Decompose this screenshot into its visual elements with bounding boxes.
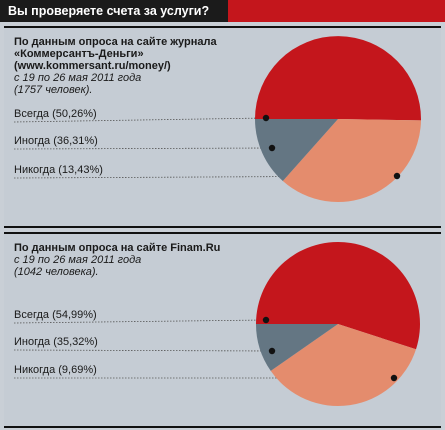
label-always: Всегда (50,26%) (14, 108, 97, 120)
title-accent-bar (228, 0, 445, 22)
slice-always (255, 36, 421, 121)
pie-chart-kommersant (13, 36, 421, 203)
leader-dot-sometimes (268, 347, 276, 355)
label-always: Всегда (54,99%) (14, 309, 97, 321)
label-sometimes: Иногда (35,32%) (14, 336, 98, 348)
leader-line-always (13, 117, 267, 123)
leader-dot-always (262, 316, 270, 324)
panel-header: По данным опроса на сайте журнала «Комме… (14, 36, 217, 96)
slice-sometimes (282, 119, 421, 203)
slice-always (256, 241, 420, 350)
date-line: с 19 по 26 мая 2011 года (14, 72, 142, 84)
title-bar: Вы проверяете счета за услуги? (0, 0, 445, 22)
survey-panel-kommersant: По данным опроса на сайте журнала «Комме… (4, 26, 441, 228)
leader-dot-sometimes (268, 144, 276, 152)
pie-chart-finam (13, 241, 420, 407)
source-line-1: По данным опроса на сайте журнала (14, 36, 217, 48)
slice-never (255, 119, 338, 182)
leader-dot-never (393, 172, 401, 180)
date-line: с 19 по 26 мая 2011 года (14, 254, 142, 266)
leader-dot-always (262, 114, 270, 122)
leader-line-sometimes (13, 349, 273, 352)
page-title: Вы проверяете счета за услуги? (0, 0, 228, 22)
label-never: Никогда (13,43%) (14, 164, 103, 176)
source-line-3: (www.kommersant.ru/money/) (14, 60, 171, 72)
label-sometimes: Иногда (36,31%) (14, 135, 98, 147)
leader-line-always (13, 319, 267, 324)
respondents-count: (1757 человек). (14, 84, 93, 96)
source-line-1: По данным опроса на сайте Finam.Ru (14, 242, 221, 254)
survey-panel-finam: По данным опроса на сайте Finam.Ru с 19 … (4, 232, 441, 428)
leader-line-sometimes (13, 147, 273, 150)
panel-header: По данным опроса на сайте Finam.Ru с 19 … (14, 242, 220, 278)
respondents-count: (1042 человека). (14, 266, 99, 278)
leader-dot-never (390, 374, 398, 382)
source-line-2: «Коммерсантъ-Деньги» (14, 48, 144, 60)
slice-sometimes (270, 324, 416, 407)
slice-never (256, 324, 338, 371)
label-never: Никогда (9,69%) (14, 364, 97, 376)
